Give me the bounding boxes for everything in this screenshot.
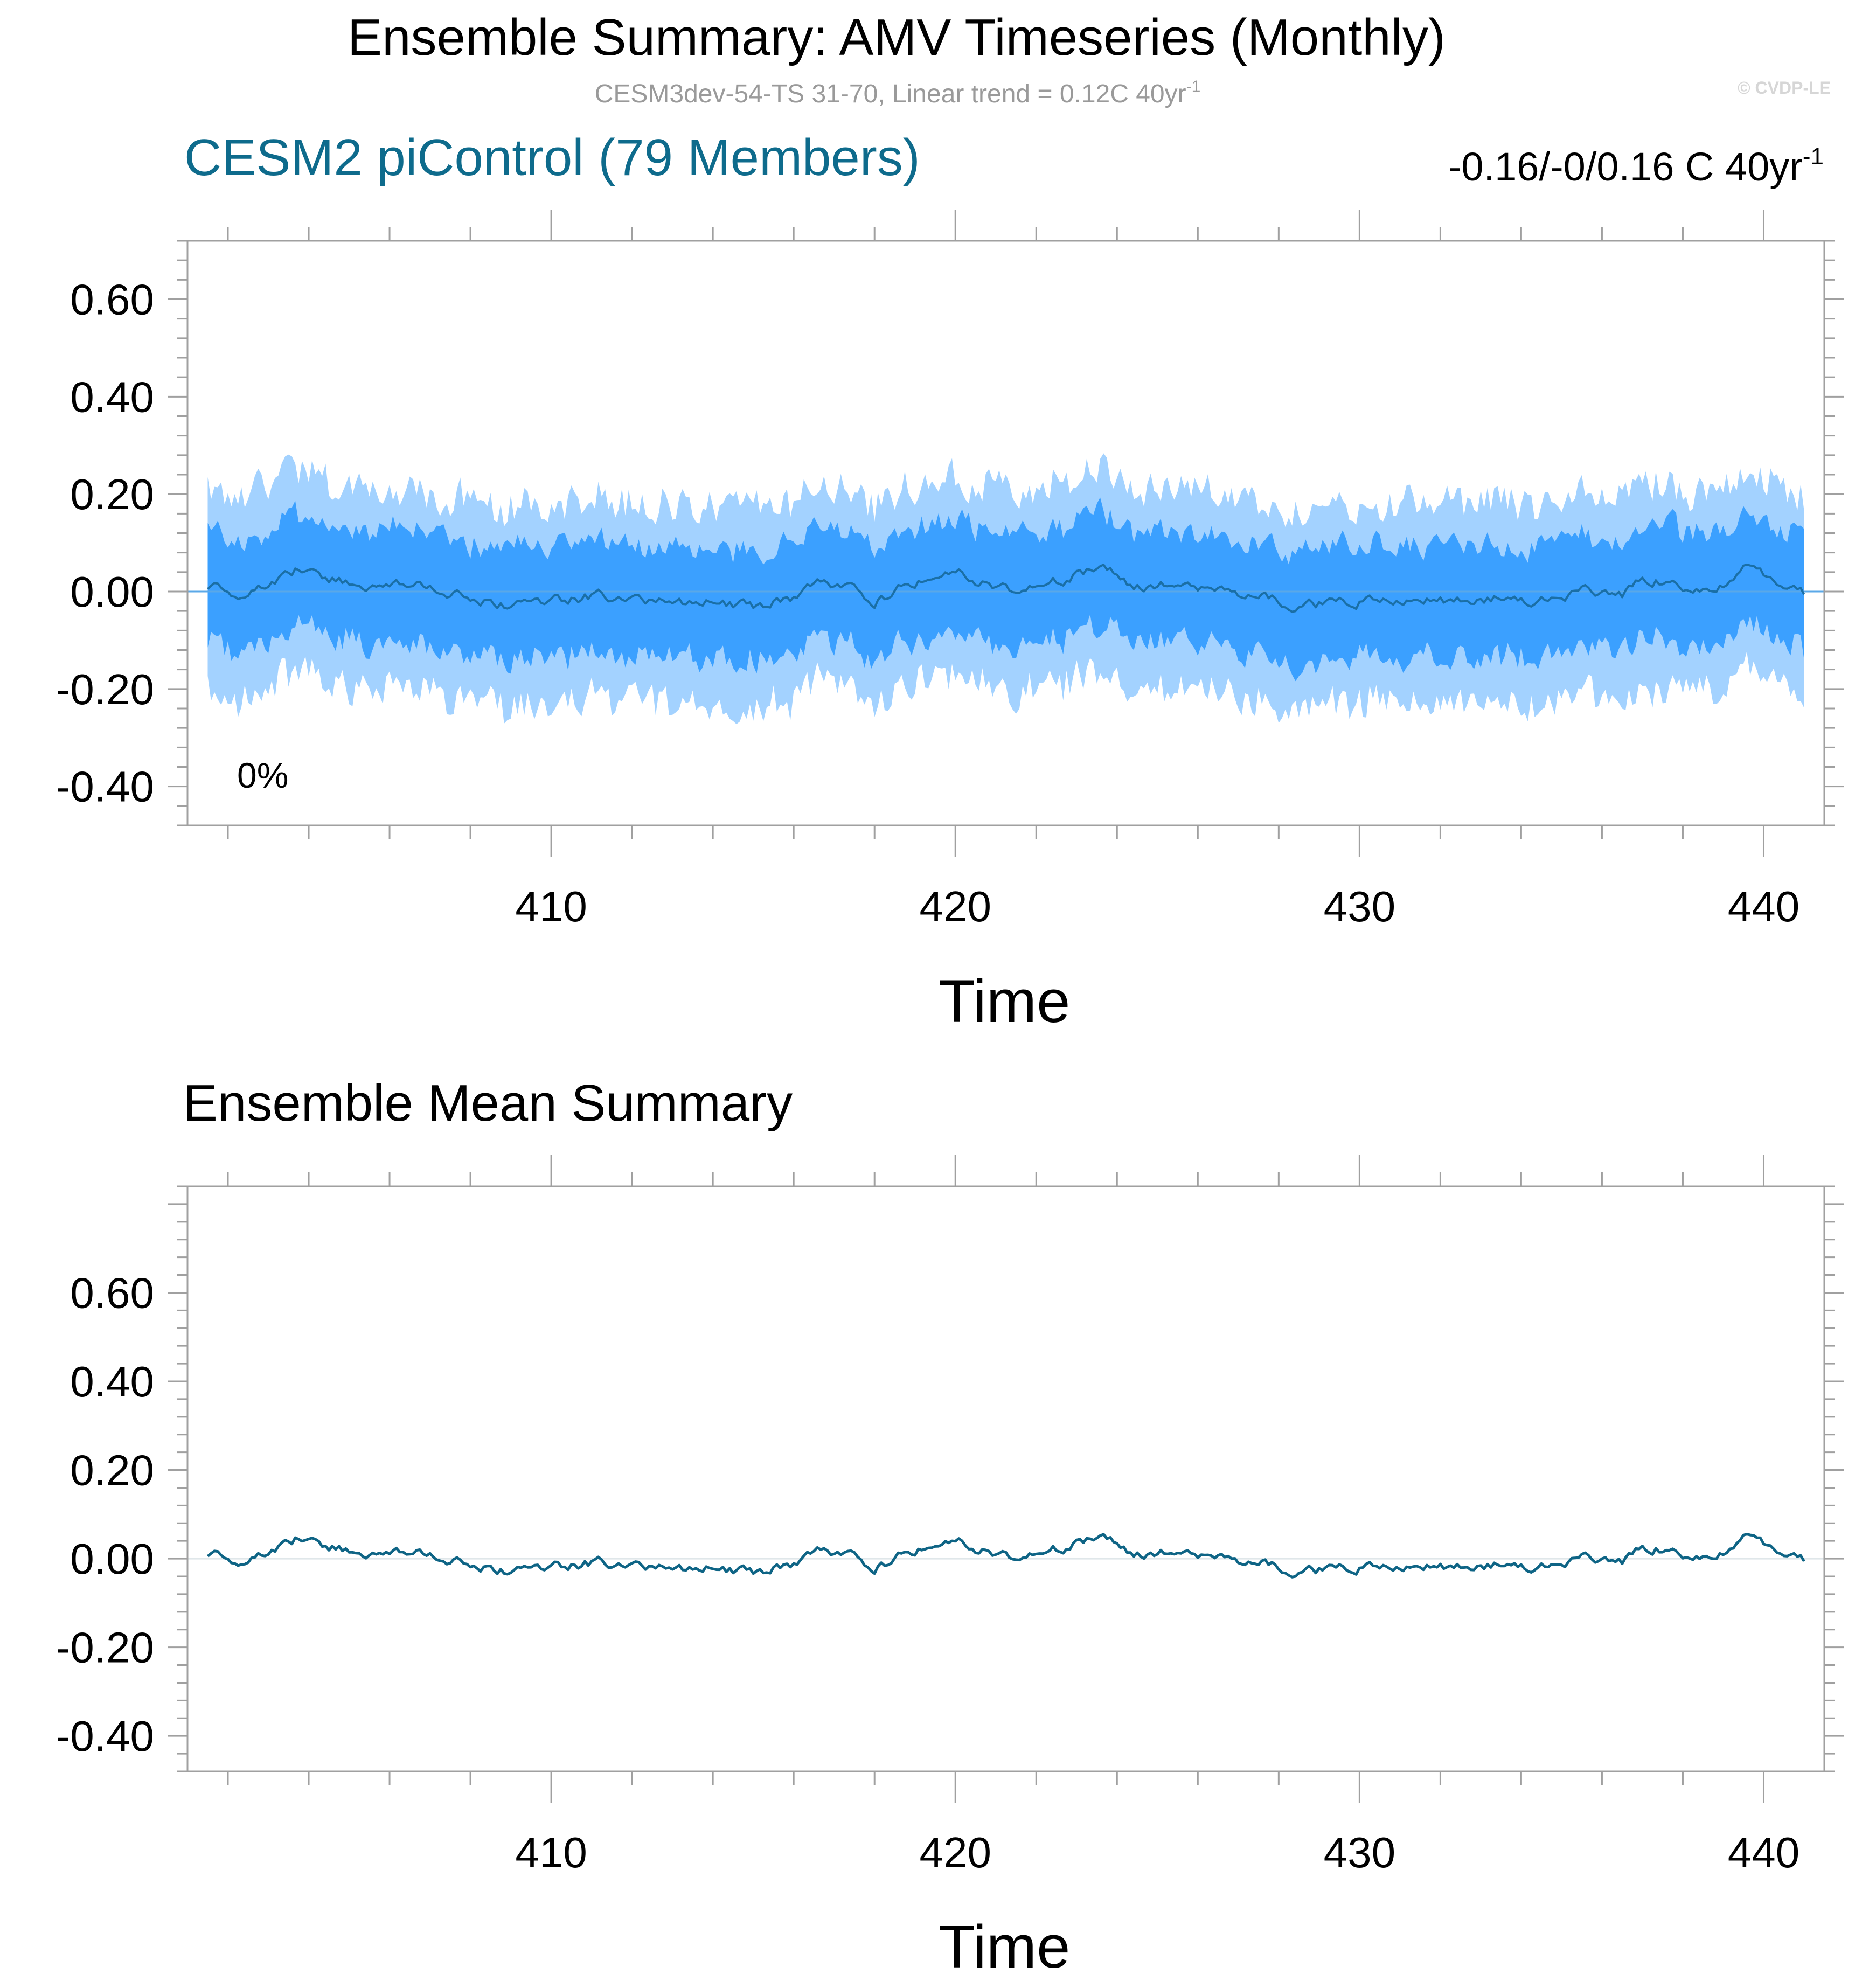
subtitle-superscript: -1 xyxy=(1186,78,1201,95)
panel-ensemble-mean-summary: Ensemble Mean Summary -0.40 -0.20 0.00 0.20… xyxy=(56,1074,1844,1980)
inner-spread-band xyxy=(207,497,1804,682)
chart-subtitle: CESM3dev-54-TS 31-70, Linear trend = 0.1… xyxy=(595,78,1201,108)
y-tick-label: 0.20 xyxy=(70,1447,154,1495)
plot-frame xyxy=(186,1185,1825,1772)
panel-title: Ensemble Mean Summary xyxy=(183,1074,793,1132)
y-tick-label: 0.00 xyxy=(70,568,154,616)
x-tick-label: 410 xyxy=(515,1829,587,1876)
y-tick-label: -0.40 xyxy=(56,763,154,811)
x-tick-label: 440 xyxy=(1728,1829,1799,1876)
panel-ensemble-summary: CESM2 piControl (79 Members) -0.16/-0/0.… xyxy=(56,129,1844,1035)
x-axis-label: Time xyxy=(939,968,1071,1035)
panel-title: CESM2 piControl (79 Members) xyxy=(184,129,920,186)
y-tick-label: 0.40 xyxy=(70,373,154,421)
ensemble-mean-line xyxy=(206,1533,1805,1579)
axes: -0.40 -0.20 0.00 0.20 0.40 0.60 410 420 430 440 xyxy=(56,1155,1844,1876)
y-tick-label: -0.20 xyxy=(56,665,154,713)
x-tick-label: 410 xyxy=(515,882,587,930)
percent-annotation: 0% xyxy=(237,755,288,795)
x-axis-label: Time xyxy=(939,1913,1071,1980)
x-tick-label: 430 xyxy=(1324,1829,1395,1876)
x-tick-label: 420 xyxy=(919,1829,991,1876)
y-tick-label: 0.20 xyxy=(70,470,154,518)
y-tick-label: -0.40 xyxy=(56,1712,154,1760)
x-tick-label: 430 xyxy=(1324,882,1395,930)
trend-range-superscript: -1 xyxy=(1803,143,1824,170)
x-tick-label: 440 xyxy=(1728,882,1799,930)
axes: -0.40 -0.20 0.00 0.20 0.40 0.60 410 420 430 440 xyxy=(56,210,1844,930)
ensemble-mean-line xyxy=(207,563,1805,613)
plot-area xyxy=(187,453,1824,725)
y-tick-label: -0.20 xyxy=(56,1624,154,1672)
y-tick-label: 0.40 xyxy=(70,1358,154,1406)
plot-area xyxy=(187,1533,1824,1579)
chart-title: Ensemble Summary: AMV Timeseries (Monthl… xyxy=(348,9,1446,66)
watermark: © CVDP-LE xyxy=(1738,78,1831,98)
trend-range-text: -0.16/-0/0.16 C 40yr xyxy=(1448,144,1803,189)
y-tick-label: 0.60 xyxy=(70,276,154,324)
trend-range-label: -0.16/-0/0.16 C 40yr-1 xyxy=(1448,143,1824,189)
y-tick-label: 0.00 xyxy=(70,1535,154,1583)
x-tick-label: 420 xyxy=(919,882,991,930)
y-tick-label: 0.60 xyxy=(70,1269,154,1317)
subtitle-text: CESM3dev-54-TS 31-70, Linear trend = 0.1… xyxy=(595,80,1186,108)
